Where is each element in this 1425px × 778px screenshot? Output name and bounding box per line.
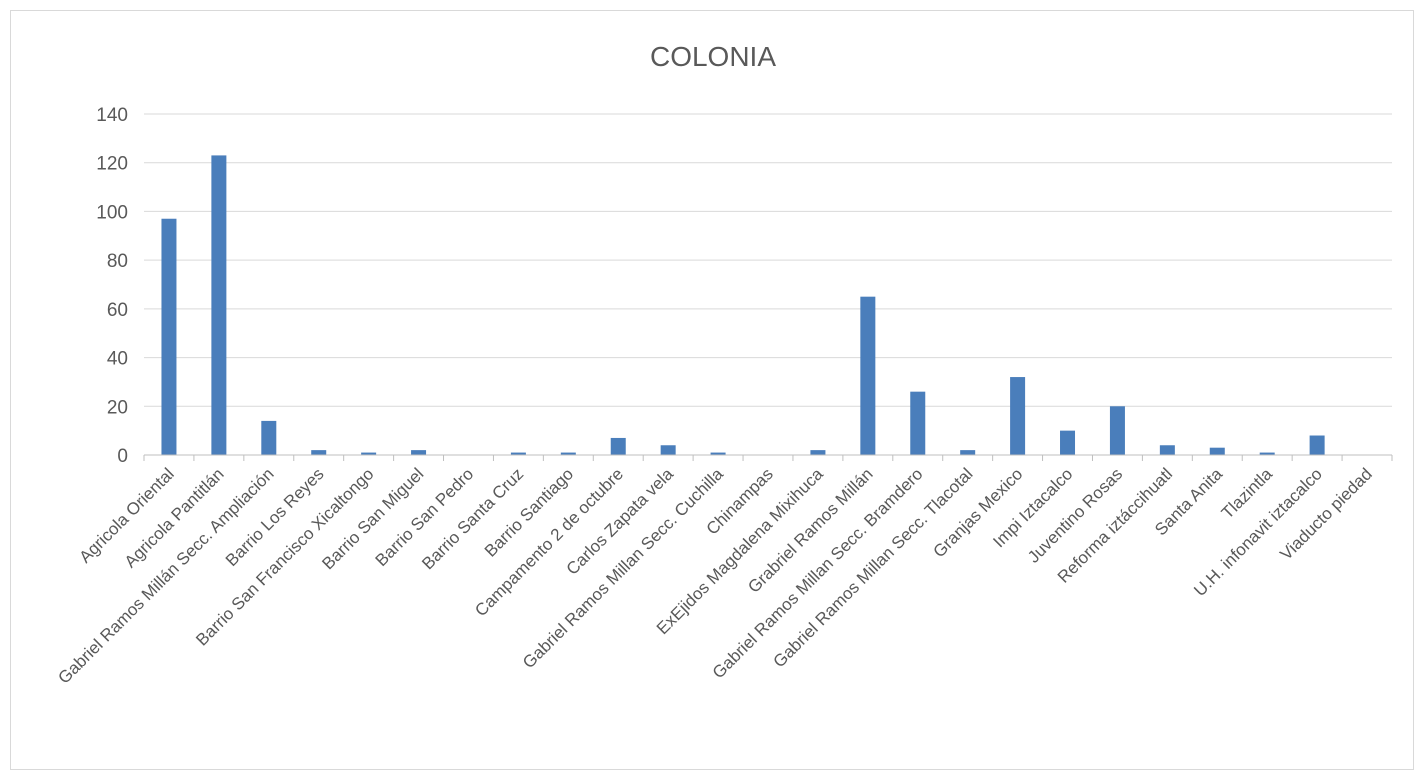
y-tick-label: 120 [96,154,128,175]
bar [660,445,676,455]
x-tick-label: Gabriel Ramos Millán Secc. Ampliación [54,464,277,687]
y-tick-label: 140 [96,105,128,126]
bar [1309,435,1325,455]
bar [161,218,177,455]
bar [411,450,427,455]
bar [211,155,227,455]
bars [161,155,1325,455]
y-tick-label: 80 [107,251,128,272]
gridlines [144,113,1392,407]
y-axis: 0 20 40 60 80 100 120 140 [96,105,128,467]
x-tick-label: Barrio San Francisco Xicaltongo [192,464,377,649]
bar [1209,447,1225,455]
bar [311,450,327,455]
bar [1010,377,1026,455]
chart-title: COLONIA [650,41,776,72]
y-tick-label: 20 [107,397,128,418]
bar [1159,445,1175,455]
y-tick-label: 40 [107,349,128,370]
bar [910,391,926,455]
bar [860,296,876,455]
bar-chart: COLONIA 0 20 40 60 80 100 120 140 Agricola Orie… [54,41,1393,688]
x-tick-label: Barrio Santiago [481,464,577,560]
y-tick-label: 100 [96,202,128,223]
y-tick-label: 0 [117,446,128,467]
bar [960,450,976,455]
bar [610,437,626,455]
bar [1259,452,1275,455]
bar [510,452,526,455]
bar [1060,430,1076,455]
bar [1109,406,1125,455]
bar [710,452,726,455]
chart-frame: COLONIA 0 20 40 60 80 100 120 140 Agricola Orie… [10,10,1414,770]
x-tick-label: Granjas Mexico [929,464,1026,561]
bar [810,450,826,455]
bar [560,452,576,455]
y-tick-label: 60 [107,300,128,321]
x-tick-label: Viaducto piedad [1276,464,1375,563]
bar [261,420,277,455]
bar [361,452,377,455]
